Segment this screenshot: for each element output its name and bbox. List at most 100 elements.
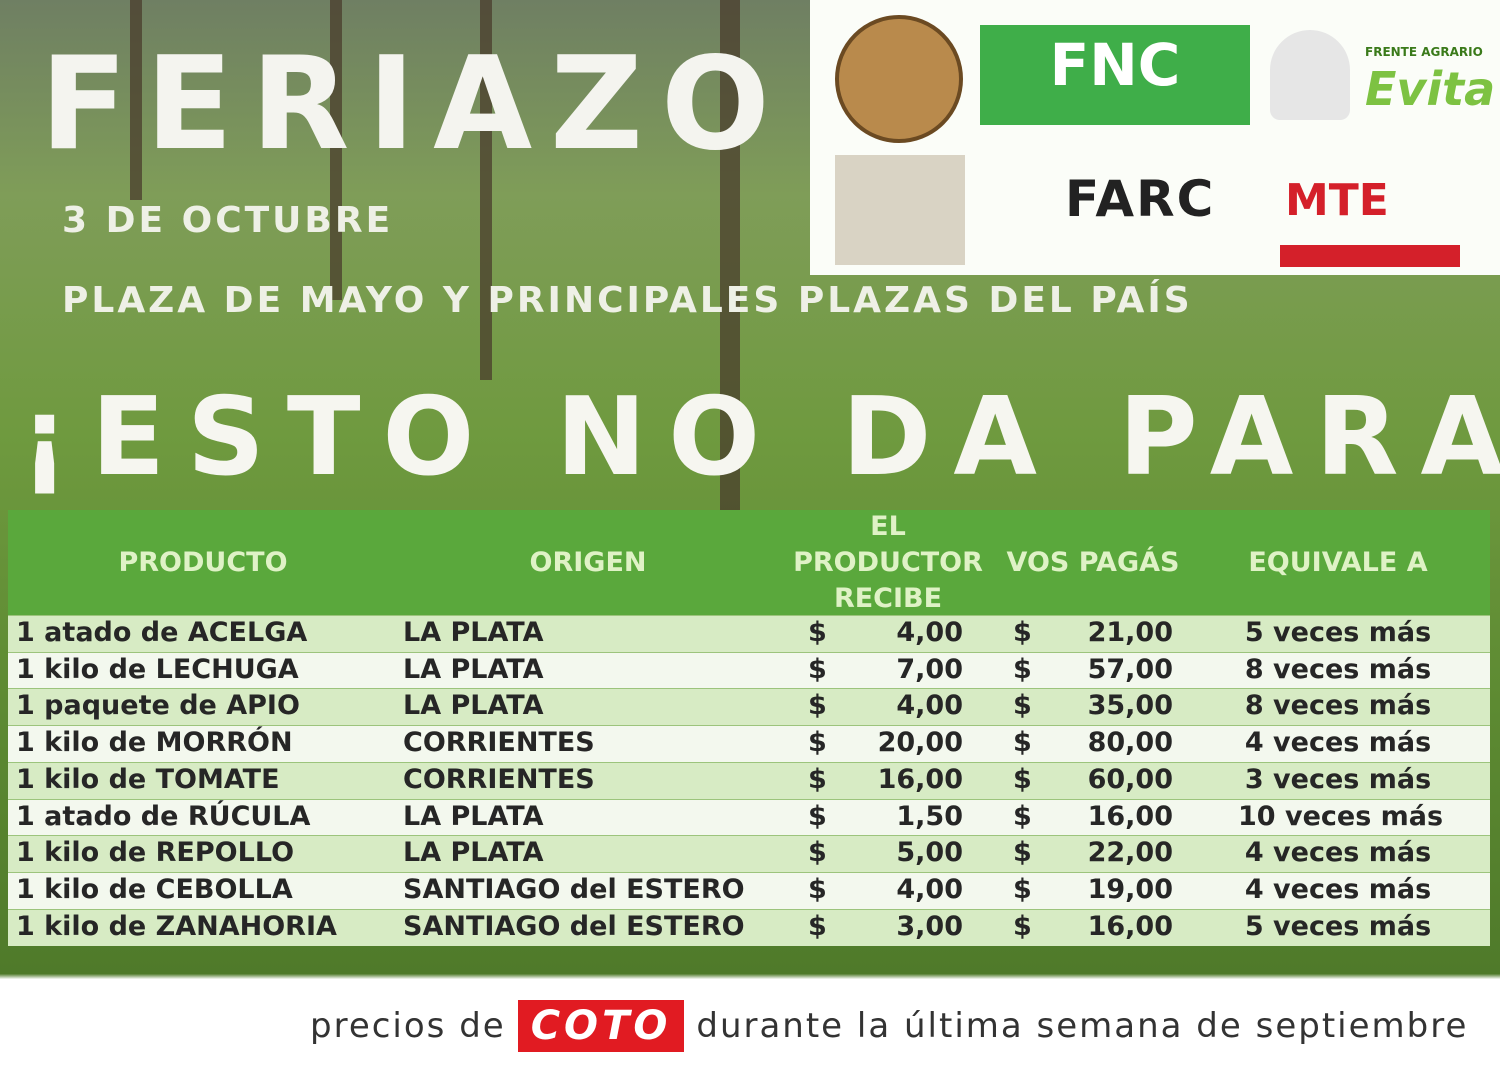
currency: $ (808, 873, 827, 905)
producer-price: 7,00 (896, 653, 963, 685)
footer: precios de COTO durante la última semana… (310, 1000, 1468, 1052)
currency: $ (1013, 800, 1032, 832)
consumer-price: 16,00 (1087, 800, 1173, 832)
ratio: 5 veces más (1244, 617, 1432, 648)
table-row (8, 761, 1490, 800)
origin: LA PLATA (403, 653, 544, 685)
producer-price: 1,50 (896, 800, 963, 832)
header-row (8, 510, 1490, 615)
logo-farc: FARC (1065, 170, 1216, 228)
logo-mte: MTE (1285, 175, 1389, 226)
product: 1 kilo de REPOLLO (16, 837, 295, 869)
column-header: PRODUCTO (118, 546, 288, 578)
logo-seal (835, 15, 963, 143)
column-header: VOS PAGÁS (1006, 546, 1180, 578)
producer-price: 4,00 (896, 617, 963, 648)
currency: $ (808, 727, 827, 759)
product: 1 atado de RÚCULA (16, 800, 311, 832)
post (330, 0, 342, 300)
currency: $ (1013, 690, 1032, 722)
product: 1 atado de ACELGA (16, 617, 308, 648)
logos-panel: FNC FRENTE AGRARIO Evita FARC MTE (810, 0, 1500, 275)
ratio: 4 veces más (1244, 727, 1432, 759)
post (130, 0, 142, 200)
ratio: 4 veces más (1244, 837, 1432, 869)
origin: LA PLATA (403, 837, 544, 869)
currency: $ (808, 617, 827, 648)
ratio: 8 veces más (1244, 653, 1432, 685)
producer-price: 4,00 (896, 690, 963, 722)
product: 1 kilo de ZANAHORIA (16, 910, 337, 942)
title: FERIAZO (40, 30, 788, 179)
product: 1 kilo de LECHUGA (16, 653, 299, 685)
origin: CORRIENTES (403, 763, 595, 795)
footer-text: precios de (310, 1006, 506, 1046)
currency: $ (808, 653, 827, 685)
currency: $ (1013, 837, 1032, 869)
origin: CORRIENTES (403, 727, 595, 759)
consumer-price: 19,00 (1087, 873, 1173, 905)
ratio: 8 veces más (1244, 690, 1432, 722)
currency: $ (1013, 617, 1032, 648)
consumer-price: 60,00 (1087, 763, 1173, 795)
producer-price: 20,00 (877, 727, 963, 759)
currency: $ (808, 800, 827, 832)
logo-frente: FRENTE AGRARIO (1365, 45, 1483, 59)
origin: LA PLATA (403, 800, 544, 832)
consumer-price: 21,00 (1087, 617, 1173, 648)
consumer-price: 22,00 (1087, 837, 1173, 869)
date: 3 DE OCTUBRE (62, 200, 394, 241)
footer-text: durante la última semana de septiembre (696, 1006, 1469, 1046)
slogan: ¡ESTO NO DA PARA MÁS! (20, 375, 1500, 500)
column-header: EQUIVALE A (1248, 546, 1428, 578)
table-row (8, 871, 1490, 910)
consumer-price: 16,00 (1087, 910, 1173, 942)
currency: $ (1013, 727, 1032, 759)
table-row (8, 688, 1490, 727)
logo-portrait (1270, 30, 1350, 120)
table-row (8, 908, 1490, 947)
currency: $ (808, 910, 827, 942)
currency: $ (808, 837, 827, 869)
product: 1 kilo de TOMATE (16, 763, 280, 795)
currency: $ (1013, 873, 1032, 905)
table-row (8, 798, 1490, 837)
origin: SANTIAGO del ESTERO (403, 873, 745, 905)
table-row (8, 725, 1490, 763)
consumer-price: 80,00 (1087, 727, 1173, 759)
consumer-price: 57,00 (1087, 653, 1173, 685)
logo-fnc: FNC (980, 25, 1250, 125)
logo-mte-bar (1280, 245, 1460, 267)
producer-price: 4,00 (896, 873, 963, 905)
currency: $ (808, 690, 827, 722)
producer-price: 5,00 (896, 837, 963, 869)
table-row (8, 835, 1490, 873)
column-header: EL PRODUCTOR RECIBE (793, 510, 983, 614)
logo-evita: Evita (1365, 62, 1496, 116)
product: 1 paquete de APIO (16, 690, 300, 722)
origin: LA PLATA (403, 690, 544, 722)
ratio: 10 veces más (1238, 800, 1444, 832)
ratio: 4 veces más (1244, 873, 1432, 905)
brand: COTO (517, 1000, 685, 1052)
location: PLAZA DE MAYO Y PRINCIPALES PLAZAS DEL P… (62, 280, 1193, 321)
producer-price: 3,00 (896, 910, 963, 942)
post (720, 0, 740, 510)
ratio: 5 veces más (1244, 910, 1432, 942)
producer-price: 16,00 (877, 763, 963, 795)
post (480, 0, 492, 380)
product: 1 kilo de MORRÓN (16, 727, 293, 759)
product: 1 kilo de CEBOLLA (16, 873, 293, 905)
logo-utt (835, 155, 965, 265)
table-row (8, 615, 1490, 653)
currency: $ (1013, 653, 1032, 685)
column-header: ORIGEN (529, 546, 647, 578)
origin: SANTIAGO del ESTERO (403, 910, 745, 942)
consumer-price: 35,00 (1087, 690, 1173, 722)
currency: $ (1013, 910, 1032, 942)
currency: $ (1013, 763, 1032, 795)
origin: LA PLATA (403, 617, 544, 648)
ratio: 3 veces más (1244, 763, 1432, 795)
